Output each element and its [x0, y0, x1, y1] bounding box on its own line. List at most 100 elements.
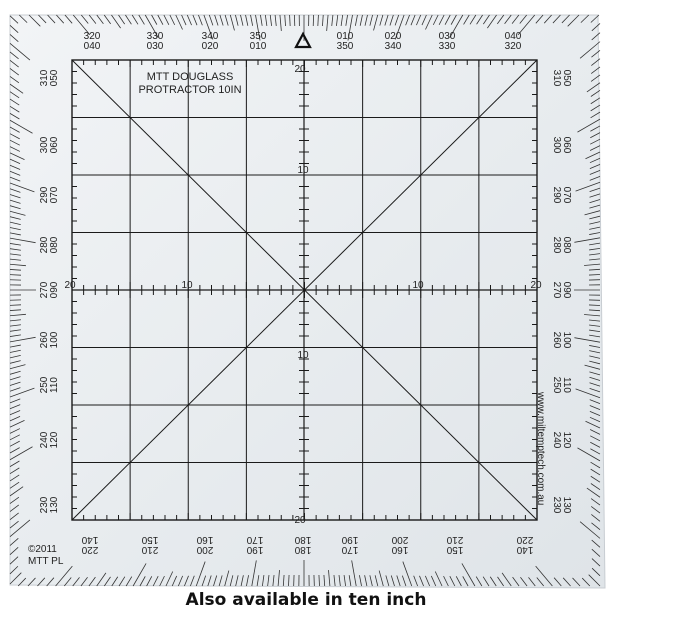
degree-tick — [9, 572, 22, 585]
degree-tick — [208, 14, 214, 26]
degree-tick — [235, 575, 239, 587]
scale-left-mid: 10 — [181, 280, 193, 291]
degree-tick — [591, 32, 601, 41]
degree-tick — [343, 575, 346, 587]
degree-tick — [589, 215, 601, 220]
degree-tick — [562, 577, 571, 587]
degree-tick — [359, 575, 362, 587]
degree-tick — [590, 138, 601, 145]
degree-tick — [574, 237, 601, 243]
degree-tick — [9, 447, 20, 454]
degree-tick — [589, 248, 601, 251]
degree-tick — [9, 481, 20, 489]
degree-tick — [46, 577, 55, 587]
bearing-value: 260 — [551, 332, 562, 349]
scale-right: 20 — [530, 280, 542, 291]
degree-tick — [590, 132, 601, 139]
degree-tick — [590, 435, 601, 442]
bearing-value: 110 — [49, 377, 60, 393]
degree-tick — [354, 14, 358, 26]
degree-tick — [9, 253, 21, 256]
degree-tick — [207, 575, 212, 587]
degree-tick — [169, 14, 176, 26]
degree-tick — [144, 14, 159, 38]
degree-tick — [489, 576, 497, 587]
degree-tick — [575, 388, 601, 399]
degree-tick — [378, 570, 384, 587]
degree-tick — [589, 376, 601, 381]
degree-tick — [425, 14, 433, 30]
bearing-value: 140 — [516, 544, 533, 555]
degree-tick — [9, 34, 19, 42]
degree-tick — [186, 14, 192, 26]
degree-tick — [9, 387, 21, 392]
degree-tick — [373, 14, 379, 31]
degree-tick — [9, 474, 20, 482]
degree-tick — [590, 461, 601, 469]
bearing-value: 270 — [39, 281, 50, 298]
degree-tick — [9, 556, 19, 565]
degree-tick — [512, 576, 520, 587]
degree-tick — [589, 187, 601, 193]
degree-tick — [262, 575, 265, 587]
bearing-label-left: 310 050 — [39, 69, 60, 86]
degree-tick — [318, 574, 320, 587]
degree-tick — [38, 14, 47, 24]
degree-tick — [9, 376, 21, 381]
degree-tick — [345, 14, 348, 26]
degree-tick — [195, 561, 206, 587]
degree-tick — [55, 565, 73, 587]
degree-tick — [483, 14, 490, 25]
degree-tick — [37, 577, 46, 587]
degree-tick — [203, 14, 214, 40]
degree-tick — [9, 519, 31, 538]
bearing-value: 270 — [551, 282, 562, 299]
degree-tick — [260, 14, 263, 26]
bearing-value: 330 — [439, 41, 456, 52]
degree-tick — [111, 576, 119, 587]
bearing-value: 300 — [39, 136, 50, 153]
degree-tick — [589, 429, 601, 435]
degree-tick — [229, 14, 235, 31]
degree-tick — [125, 576, 133, 587]
degree-tick — [9, 170, 21, 176]
bearing-value: 100 — [49, 331, 60, 348]
degree-tick — [389, 14, 394, 26]
degree-tick — [9, 237, 36, 244]
degree-tick — [589, 176, 601, 181]
degree-tick — [528, 577, 536, 587]
degree-tick — [438, 14, 445, 25]
degree-tick — [9, 42, 31, 61]
degree-tick — [157, 14, 164, 25]
degree-tick — [589, 355, 601, 359]
degree-tick — [585, 151, 601, 160]
bearing-value: 340 — [202, 31, 219, 42]
bearing-value: 350 — [250, 31, 267, 42]
degree-tick — [591, 567, 601, 577]
degree-tick — [589, 253, 601, 256]
degree-tick — [104, 576, 111, 587]
degree-tick — [272, 575, 275, 587]
degree-tick — [589, 193, 601, 198]
degree-tick — [364, 14, 368, 26]
bearing-value: 170 — [246, 534, 263, 545]
degree-tick — [9, 313, 26, 317]
degree-tick — [288, 574, 290, 587]
bearing-value: 250 — [39, 376, 50, 393]
degree-tick — [9, 404, 21, 410]
degree-tick — [177, 575, 184, 587]
degree-tick — [588, 268, 601, 271]
bearing-value: 130 — [49, 496, 60, 513]
degree-tick — [9, 467, 20, 475]
degree-tick — [567, 14, 580, 27]
degree-tick — [589, 145, 601, 151]
degree-tick — [579, 521, 601, 539]
bearing-value: 190 — [341, 534, 358, 545]
bearing-value: 160 — [391, 544, 408, 555]
bearing-value: 230 — [551, 497, 562, 514]
website-text: www.miltemptech.com.au — [535, 391, 546, 505]
degree-tick — [267, 575, 270, 587]
degree-tick — [18, 14, 28, 23]
